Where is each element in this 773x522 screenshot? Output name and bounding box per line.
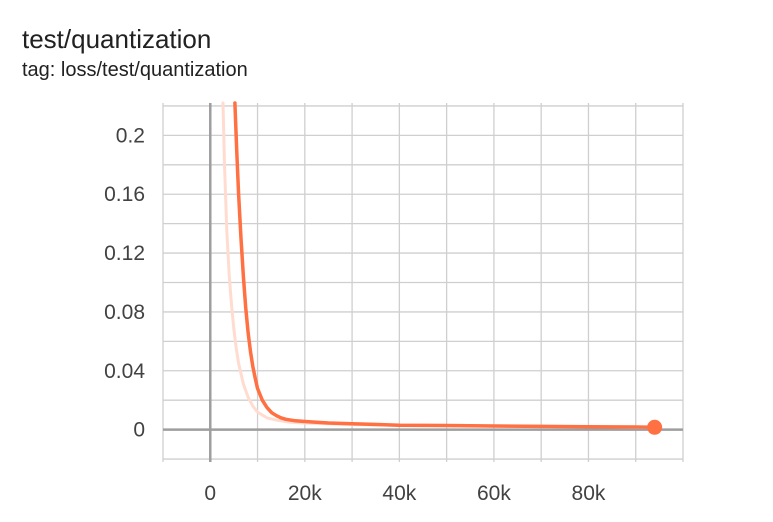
- series-layer: [221, 101, 663, 435]
- x-tick-label: 40k: [382, 482, 416, 505]
- y-tick-label: 0.04: [104, 360, 145, 383]
- grid-layer: [162, 103, 684, 462]
- x-tick-label: 80k: [572, 482, 606, 505]
- y-tick-label: 0.2: [116, 124, 145, 147]
- x-tick-label: 60k: [477, 482, 511, 505]
- last-value-marker[interactable]: [647, 419, 663, 435]
- y-tick-label: 0.16: [104, 183, 145, 206]
- y-tick-label: 0: [133, 419, 145, 442]
- axis-layer: [163, 103, 683, 462]
- y-tick-label: 0.12: [104, 242, 145, 265]
- y-tick-label: 0.08: [104, 301, 145, 324]
- x-tick-label: 20k: [288, 482, 322, 505]
- chart-title: test/quantization: [22, 24, 212, 54]
- smoothed-series-line[interactable]: [233, 101, 657, 430]
- x-tick-label: 0: [204, 482, 216, 505]
- raw-series-line[interactable]: [221, 101, 657, 429]
- tick-label-layer: 0 0.04 0.08 0.12 0.16 0.2 0 20k 40k 60k 80k: [104, 124, 606, 505]
- chart-tag: tag: loss/test/quantization: [22, 59, 248, 81]
